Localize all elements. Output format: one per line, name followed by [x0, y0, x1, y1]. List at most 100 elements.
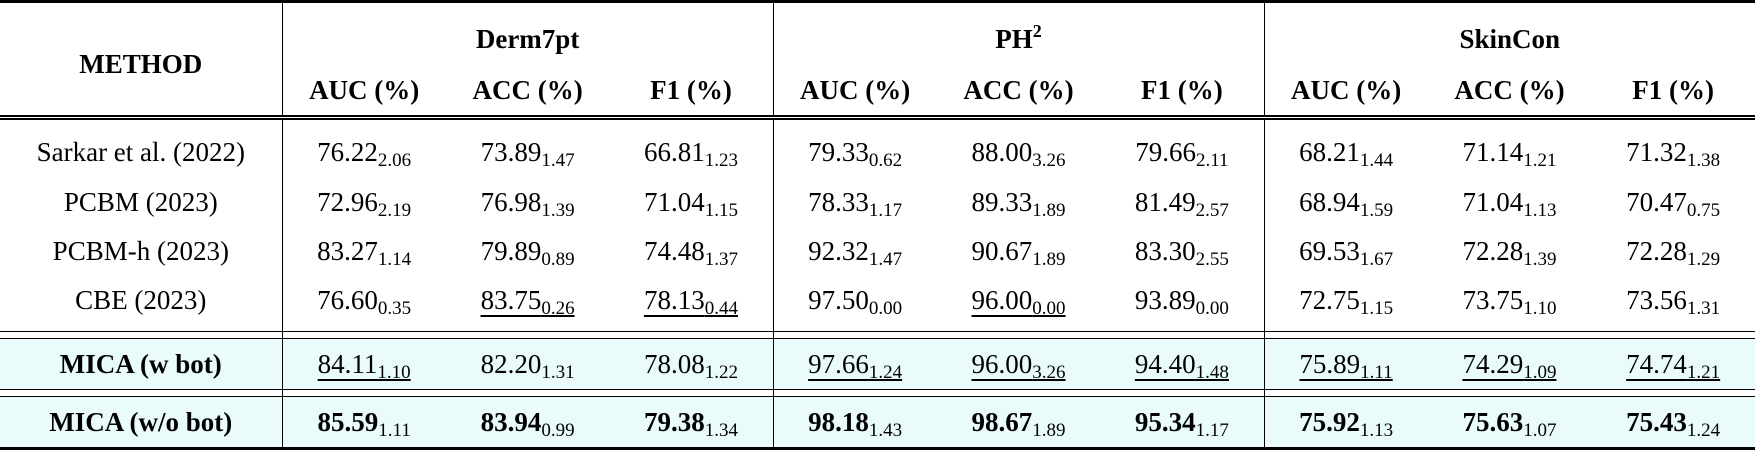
table-row: Sarkar et al. (2022) 76.222.06 73.891.47 66…: [0, 117, 1755, 179]
value-cell: 96.000.00: [937, 276, 1101, 332]
metric-value: 79.381.34: [643, 406, 738, 441]
highlight-row: MICA (w bot) 84.111.10 82.201.31 78.081.22 9…: [0, 338, 1755, 390]
metric-value: 70.470.75: [1626, 187, 1721, 221]
metric-value: 93.890.00: [1134, 285, 1229, 319]
metric-value: 90.671.89: [971, 236, 1066, 270]
metric-value: 84.111.10: [317, 348, 411, 383]
metric-value: 72.281.29: [1626, 236, 1721, 270]
value-cell: 75.891.11: [1263, 338, 1428, 390]
row-separator: [0, 389, 1755, 397]
value-cell: 78.331.17: [772, 178, 937, 227]
metric-value: 75.921.13: [1299, 406, 1394, 441]
metric-value: 95.341.17: [1134, 406, 1229, 441]
value-cell: 68.941.59: [1263, 178, 1428, 227]
value-cell: 79.330.62: [772, 117, 937, 178]
metric-value: 72.962.19: [317, 187, 412, 221]
value-cell: 71.041.15: [609, 178, 773, 227]
table-body: Sarkar et al. (2022) 76.222.06 73.891.47 66…: [0, 117, 1755, 450]
metric-value: 76.981.39: [480, 187, 575, 221]
value-cell: 79.662.11: [1100, 118, 1264, 179]
metric-value: 75.631.07: [1462, 406, 1557, 441]
metric-value: 97.661.24: [808, 348, 903, 383]
metric-value: 71.041.13: [1462, 187, 1557, 221]
value-cell: 89.331.89: [937, 178, 1101, 227]
method-cell: CBE (2023): [75, 285, 207, 315]
header-row-groups: METHOD Derm7pt PH2 SkinCon: [0, 0, 1755, 120]
metric-value: 73.561.31: [1626, 285, 1721, 319]
value-cell: 72.751.15: [1263, 276, 1428, 332]
metric-value: 79.662.11: [1135, 136, 1229, 171]
metric-value: 89.331.89: [971, 187, 1066, 221]
metric-header: AUC (%): [281, 65, 446, 120]
value-cell: 88.003.26: [937, 118, 1101, 179]
metric-value: 73.891.47: [480, 136, 575, 171]
value-cell: 78.130.44: [609, 276, 773, 332]
value-cell: 83.940.99: [445, 396, 610, 450]
metric-value: 92.321.47: [808, 236, 903, 270]
table-row: PCBM (2023) 72.962.19 76.981.39 71.041.15 78…: [0, 178, 1755, 227]
value-cell: 71.141.21: [1428, 118, 1592, 179]
value-cell: 98.181.43: [772, 396, 937, 450]
table-row: PCBM-h (2023) 83.271.14 79.890.89 74.481.37…: [0, 227, 1755, 276]
metric-value: 98.671.89: [971, 406, 1066, 441]
value-cell: 92.321.47: [772, 227, 937, 276]
value-cell: 95.341.17: [1100, 396, 1264, 450]
value-cell: 98.671.89: [936, 396, 1101, 450]
value-cell: 75.921.13: [1263, 396, 1428, 450]
value-cell: 71.041.13: [1428, 178, 1592, 227]
metric-value: 71.041.15: [643, 187, 738, 221]
metric-value: 76.600.35: [317, 285, 412, 319]
value-cell: 93.890.00: [1100, 276, 1264, 332]
metric-value: 88.003.26: [971, 136, 1066, 171]
metric-value: 79.330.62: [808, 136, 903, 171]
value-cell: 75.631.07: [1427, 396, 1592, 450]
group-header-derm7pt: Derm7pt: [281, 0, 774, 65]
metric-value: 73.751.10: [1462, 285, 1557, 319]
method-cell: PCBM-h (2023): [52, 236, 229, 266]
value-cell: 73.751.10: [1428, 276, 1592, 332]
value-cell: 78.081.22: [609, 338, 774, 390]
metric-value: 78.130.44: [643, 285, 738, 319]
value-cell: 97.661.24: [772, 338, 937, 390]
value-cell: 75.431.24: [1591, 396, 1755, 450]
metric-value: 74.291.09: [1462, 348, 1557, 383]
metric-value: 66.811.23: [643, 136, 738, 171]
value-cell: 97.500.00: [772, 276, 937, 332]
value-cell: 71.321.38: [1591, 118, 1755, 179]
metric-value: 94.401.48: [1134, 348, 1229, 383]
metric-value: 78.331.17: [808, 187, 903, 221]
value-cell: 66.811.23: [609, 118, 773, 179]
value-cell: 73.891.47: [446, 118, 610, 179]
value-cell: 82.201.31: [445, 338, 610, 390]
value-cell: 79.890.89: [446, 227, 610, 276]
group-header-skincon: SkinCon: [1263, 0, 1755, 65]
metric-value: 75.891.11: [1299, 348, 1393, 383]
table-header: METHOD Derm7pt PH2 SkinCon AUC (%) ACC (…: [0, 0, 1755, 120]
value-cell: 83.271.14: [281, 227, 446, 276]
highlight-row: MICA (w/o bot) 85.591.11 83.940.99 79.381.3…: [0, 396, 1755, 450]
value-cell: 79.381.34: [609, 396, 774, 450]
value-cell: 90.671.89: [937, 227, 1101, 276]
value-cell: 74.291.09: [1427, 338, 1592, 390]
metric-header: ACC (%): [445, 65, 610, 120]
method-cell: PCBM (2023): [63, 187, 218, 217]
value-cell: 76.222.06: [281, 117, 446, 178]
metric-value: 75.431.24: [1626, 406, 1721, 441]
metric-value: 97.500.00: [808, 285, 903, 319]
metric-header: ACC (%): [1427, 65, 1592, 120]
value-cell: 74.481.37: [609, 227, 773, 276]
value-cell: 70.470.75: [1591, 178, 1755, 227]
metric-value: 83.302.55: [1134, 236, 1229, 270]
value-cell: 96.003.26: [936, 338, 1101, 390]
metric-value: 83.750.26: [480, 285, 575, 319]
value-cell: 72.281.29: [1591, 227, 1755, 276]
value-cell: 73.561.31: [1591, 276, 1755, 332]
value-cell: 72.281.39: [1428, 227, 1592, 276]
metric-value: 76.222.06: [317, 136, 412, 171]
metric-value: 83.271.14: [317, 236, 412, 270]
metric-value: 74.741.21: [1626, 348, 1721, 383]
metric-value: 72.751.15: [1299, 285, 1394, 319]
method-cell: MICA (w/o bot): [0, 396, 283, 450]
